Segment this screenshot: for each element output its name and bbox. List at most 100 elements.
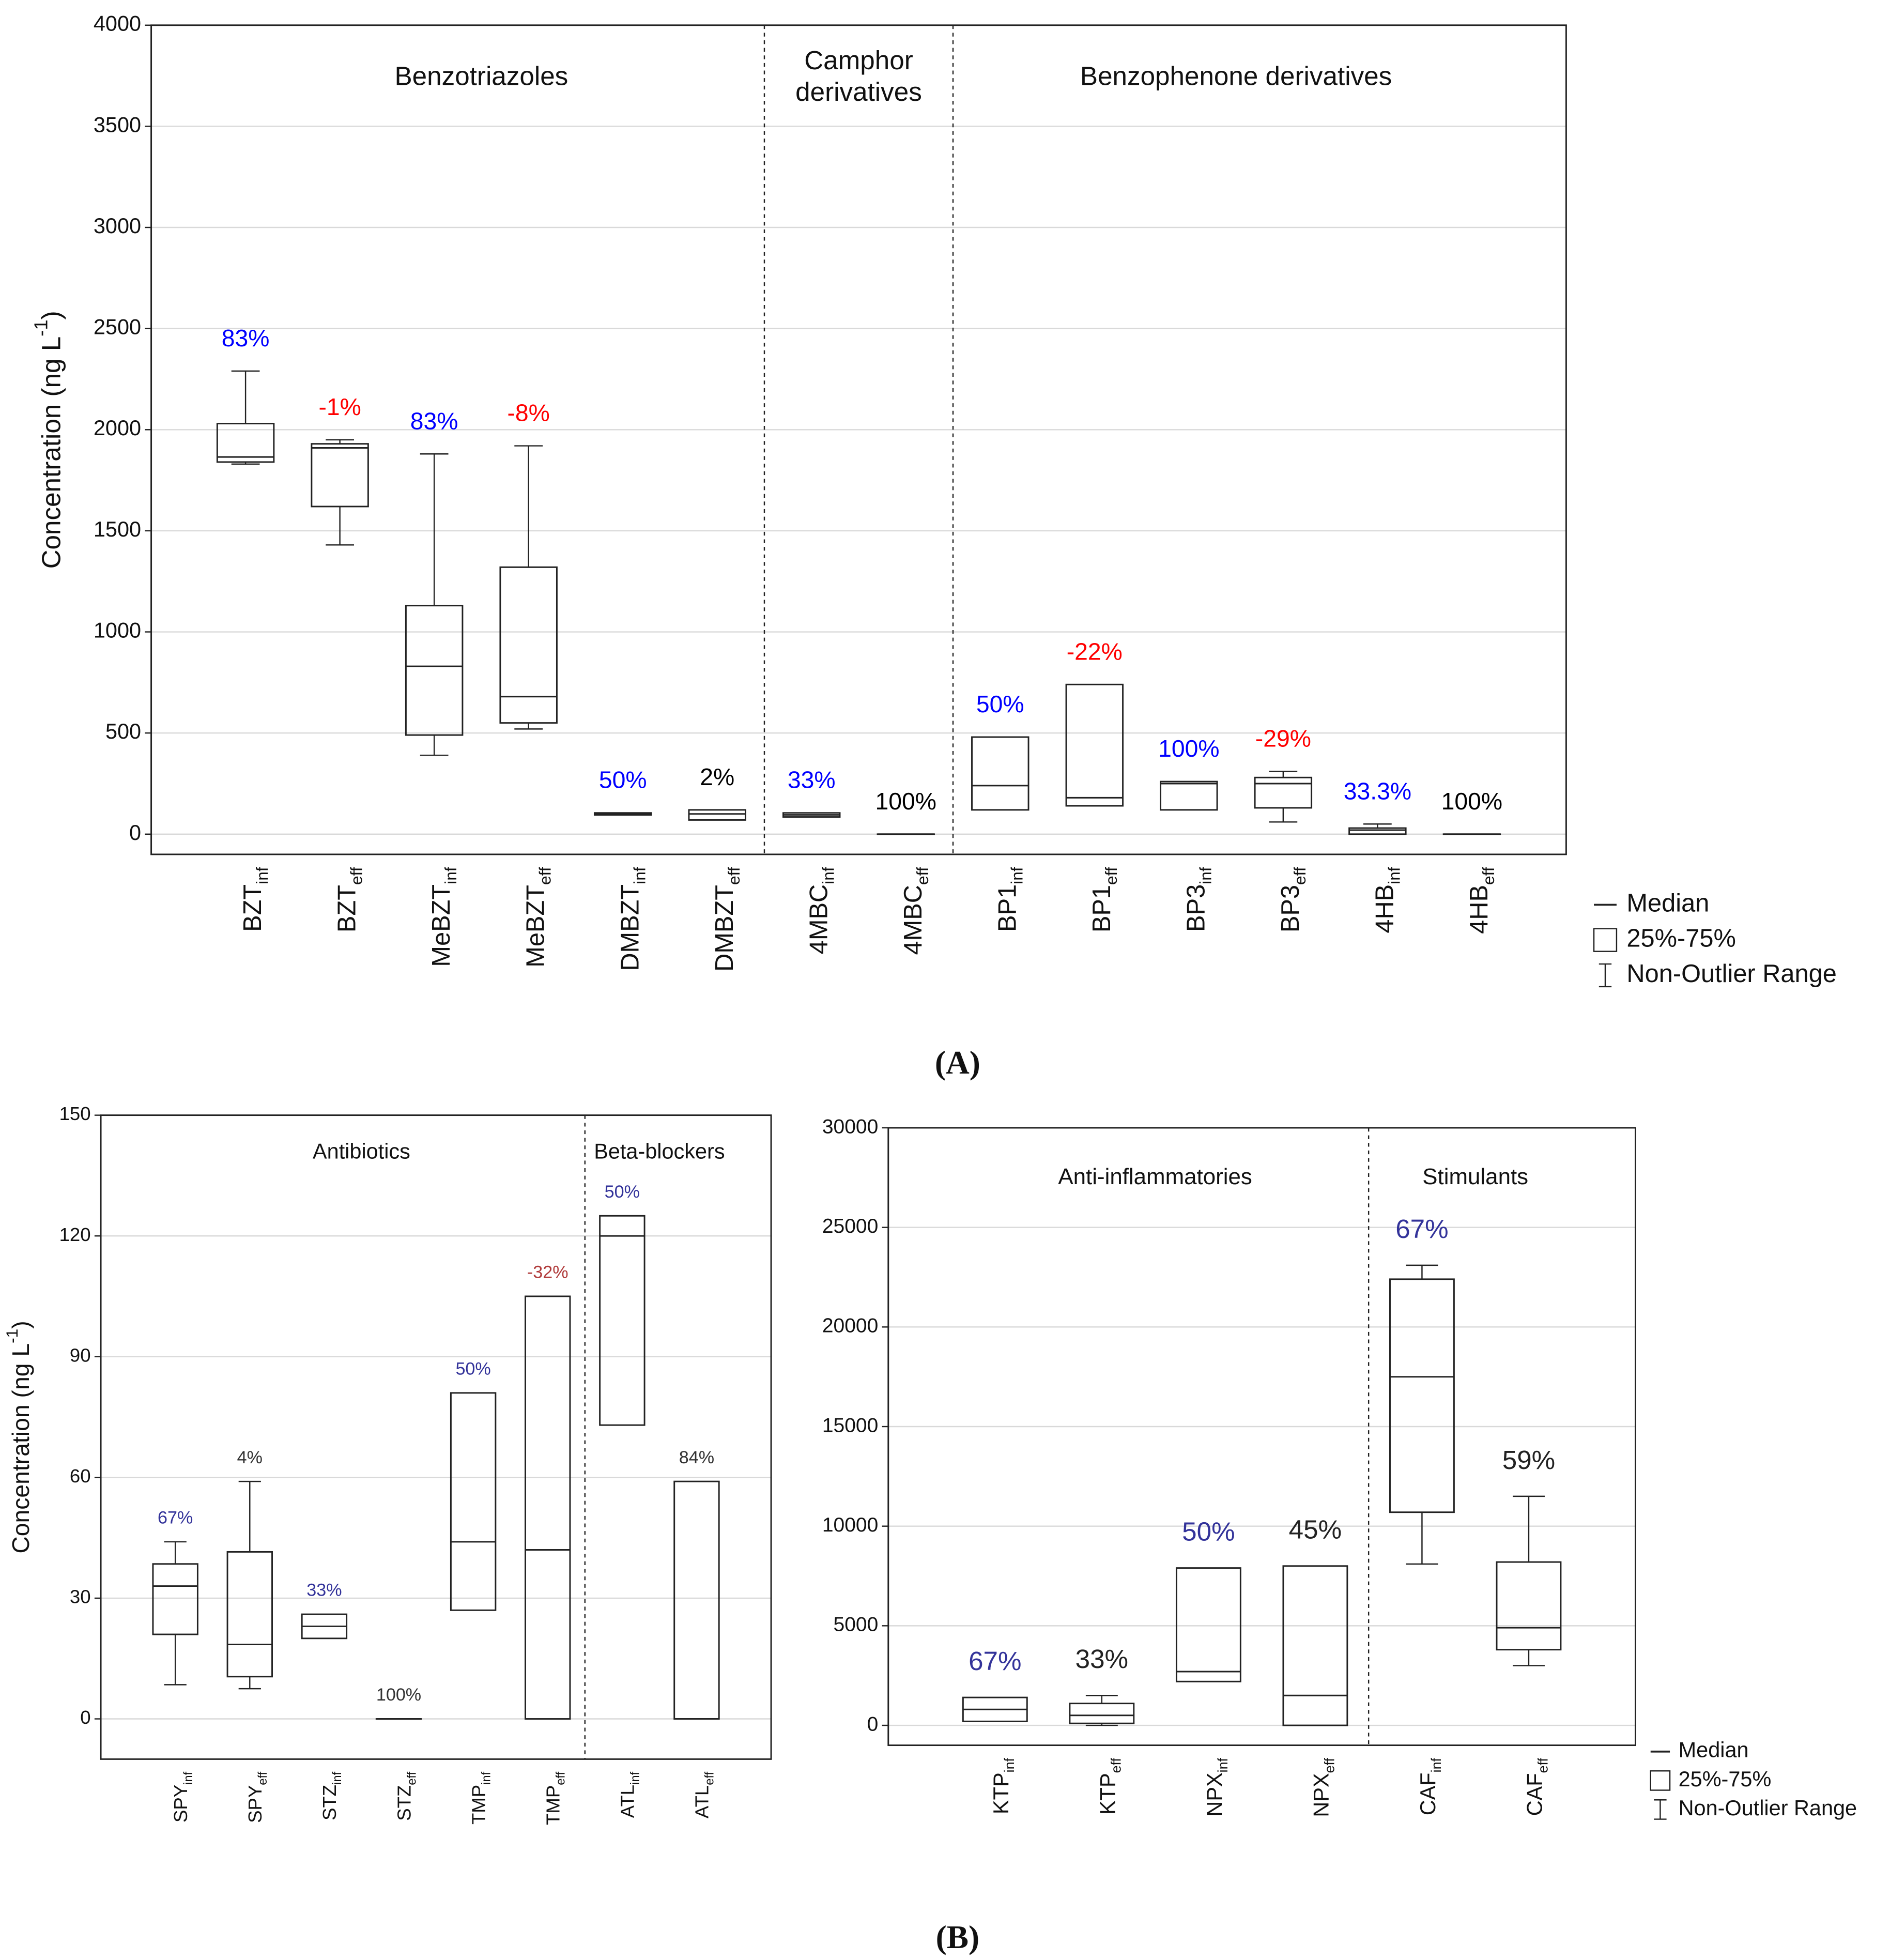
y-axis-label: Concentration (ng L-1): [3, 1321, 34, 1553]
x-tick-name: CAF: [1522, 1773, 1546, 1816]
y-tick-label: 25000: [822, 1215, 878, 1237]
x-tick-sub: inf: [819, 867, 838, 884]
group-label: Antibiotics: [313, 1139, 410, 1163]
y-tick-label: 500: [105, 719, 141, 743]
percent-label: 33%: [1075, 1644, 1128, 1674]
x-tick-sub: eff: [1108, 1757, 1124, 1773]
legend-symbol: [1593, 928, 1618, 952]
percent-label: 50%: [599, 767, 647, 793]
box: [599, 1215, 646, 1426]
y-axis-label-text: Concentration (ng L: [7, 1343, 34, 1554]
x-tick-label: BP3inf: [1182, 867, 1215, 932]
x-tick-label: MeBZTeff: [522, 867, 555, 968]
x-tick-sub: inf: [1385, 867, 1404, 884]
percent-label: 45%: [1289, 1515, 1342, 1544]
x-tick-name: BZT: [333, 885, 361, 932]
y-tick-label: 5000: [834, 1614, 879, 1636]
percent-label: 100%: [1158, 735, 1219, 762]
x-tick-name: 4HB: [1465, 885, 1493, 934]
x-tick-label: BP1inf: [993, 867, 1026, 932]
x-tick-label: 4HBeff: [1465, 867, 1498, 934]
percent-label: 33%: [788, 767, 836, 793]
x-tick-sub: inf: [1215, 1757, 1231, 1772]
x-tick-name: STZ: [393, 1785, 414, 1821]
y-tick-label: 1000: [94, 618, 141, 642]
box: [405, 605, 464, 736]
x-tick-sub: inf: [479, 1771, 493, 1784]
x-tick-sub: eff: [554, 1771, 567, 1785]
x-tick-label: 4MBCinf: [805, 867, 838, 954]
plot-frame: [887, 1127, 1636, 1747]
legend-label: Non-Outlier Range: [1679, 1796, 1857, 1820]
x-tick-label: TMPinf: [468, 1771, 493, 1825]
x-tick-name: 4MBC: [899, 885, 927, 955]
legend-symbol: [1654, 1799, 1667, 1820]
box: [1069, 1703, 1135, 1724]
y-axis-label-end: ): [36, 311, 66, 319]
y-tick-label: 0: [867, 1713, 879, 1735]
x-tick-sub: eff: [347, 867, 366, 885]
x-tick-name: BZT: [239, 884, 267, 932]
box: [311, 443, 369, 508]
y-axis-label-text: Concentration (ng L: [36, 336, 66, 569]
x-tick-name: NPX: [1309, 1773, 1333, 1817]
x-tick-name: SPY: [244, 1785, 266, 1823]
legend-label: 25%-75%: [1679, 1767, 1772, 1791]
y-axis-label-sup: -1: [3, 1329, 21, 1343]
box: [1065, 683, 1124, 807]
box: [450, 1392, 497, 1611]
group-label: Stimulants: [1422, 1164, 1528, 1189]
x-tick-label: CAFeff: [1522, 1757, 1550, 1816]
x-tick-name: TMP: [542, 1785, 563, 1825]
x-tick-sub: inf: [628, 1771, 642, 1784]
plot-frame: [100, 1114, 772, 1760]
x-tick-name: BP1: [993, 884, 1021, 932]
percent-label: -29%: [1255, 725, 1311, 752]
legend-label: Median: [1626, 889, 1709, 917]
x-tick-label: BZTinf: [239, 867, 272, 932]
x-tick-sub: eff: [1290, 867, 1309, 885]
group-label: Camphor: [804, 45, 913, 75]
x-tick-sub: eff: [536, 867, 555, 885]
y-tick-label: 3500: [94, 112, 141, 136]
x-tick-label: 4MBCeff: [899, 867, 932, 955]
box: [1348, 827, 1407, 835]
box: [226, 1551, 273, 1678]
percent-label: 50%: [1182, 1517, 1235, 1546]
percent-label: 83%: [222, 325, 270, 351]
y-tick-label: 2500: [94, 315, 141, 339]
x-tick-label: STZeff: [393, 1771, 419, 1820]
box: [1389, 1278, 1455, 1513]
x-tick-sub: inf: [1196, 867, 1215, 884]
x-tick-name: TMP: [468, 1785, 489, 1825]
x-tick-sub: eff: [1535, 1757, 1551, 1773]
y-tick-label: 10000: [822, 1514, 878, 1536]
box: [152, 1563, 198, 1635]
percent-label: 59%: [1502, 1445, 1555, 1475]
x-tick-label: 4HBinf: [1371, 867, 1404, 933]
x-tick-label: BZTeff: [333, 867, 366, 932]
x-tick-label: NPXinf: [1202, 1757, 1231, 1816]
x-tick-name: NPX: [1202, 1772, 1226, 1816]
x-tick-sub: inf: [330, 1771, 344, 1784]
percent-label: 33.3%: [1344, 777, 1411, 804]
x-tick-label: TMPeff: [542, 1771, 567, 1825]
x-tick-sub: inf: [181, 1771, 195, 1784]
box: [216, 423, 275, 463]
x-tick-label: STZinf: [319, 1771, 344, 1820]
legend-symbol: [1650, 1770, 1671, 1791]
x-tick-sub: eff: [1322, 1757, 1338, 1773]
group-label: Benzotriazoles: [395, 62, 568, 91]
x-tick-label: KTPinf: [989, 1757, 1017, 1814]
legend-symbol: [1599, 963, 1612, 988]
percent-label: -32%: [527, 1263, 568, 1282]
x-tick-name: SPY: [170, 1785, 191, 1823]
x-tick-name: 4MBC: [805, 884, 833, 954]
y-axis-label-sup: -1: [30, 319, 52, 336]
group-label: Beta-blockers: [594, 1139, 725, 1163]
percent-label: 84%: [679, 1448, 714, 1467]
x-tick-label: CAFinf: [1416, 1757, 1444, 1815]
x-tick-label: SPYinf: [170, 1771, 195, 1823]
